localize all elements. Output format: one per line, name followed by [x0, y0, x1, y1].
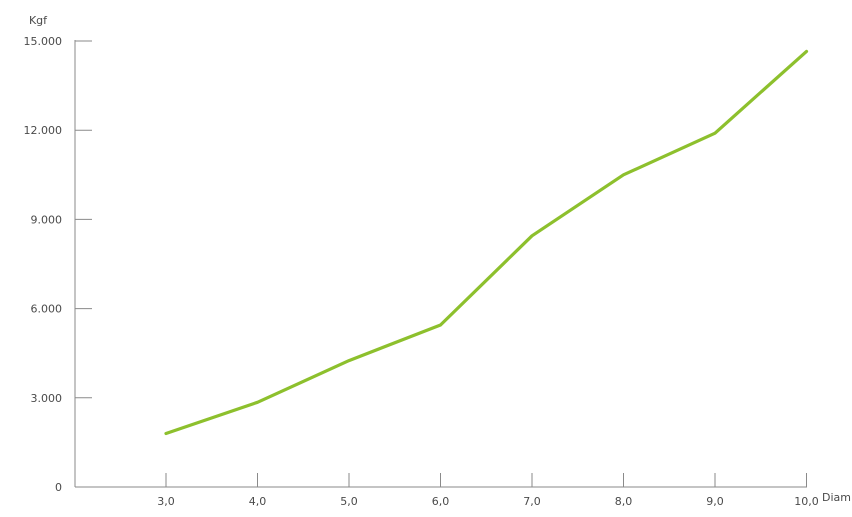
y-tick-label: 15.000	[24, 35, 63, 48]
y-tick-label: 0	[55, 481, 62, 494]
x-tick-label: 10,0	[794, 495, 819, 508]
y-tick-label: 3.000	[31, 392, 63, 405]
y-axis-label: Kgf	[29, 14, 48, 27]
x-axis-label: Diam	[822, 491, 851, 504]
x-tick-label: 9,0	[706, 495, 724, 508]
x-tick-label: 6,0	[432, 495, 450, 508]
y-tick-label: 6.000	[31, 303, 63, 316]
x-axis-ticks: 3,0 4,0 5,0 6,0 7,0 8,0 9,0 10,0	[157, 473, 819, 508]
y-tick-label: 9.000	[31, 213, 63, 226]
y-tick-label: 12.000	[24, 124, 63, 137]
series-line	[164, 49, 809, 436]
x-tick-label: 4,0	[249, 495, 267, 508]
x-tick-label: 5,0	[340, 495, 358, 508]
y-axis-ticks: 0 3.000 6.000 9.000 12.000 15.000	[24, 35, 92, 494]
x-tick-label: 3,0	[157, 495, 175, 508]
x-tick-label: 7,0	[523, 495, 541, 508]
x-tick-label: 8,0	[615, 495, 633, 508]
series-layer	[164, 49, 809, 436]
